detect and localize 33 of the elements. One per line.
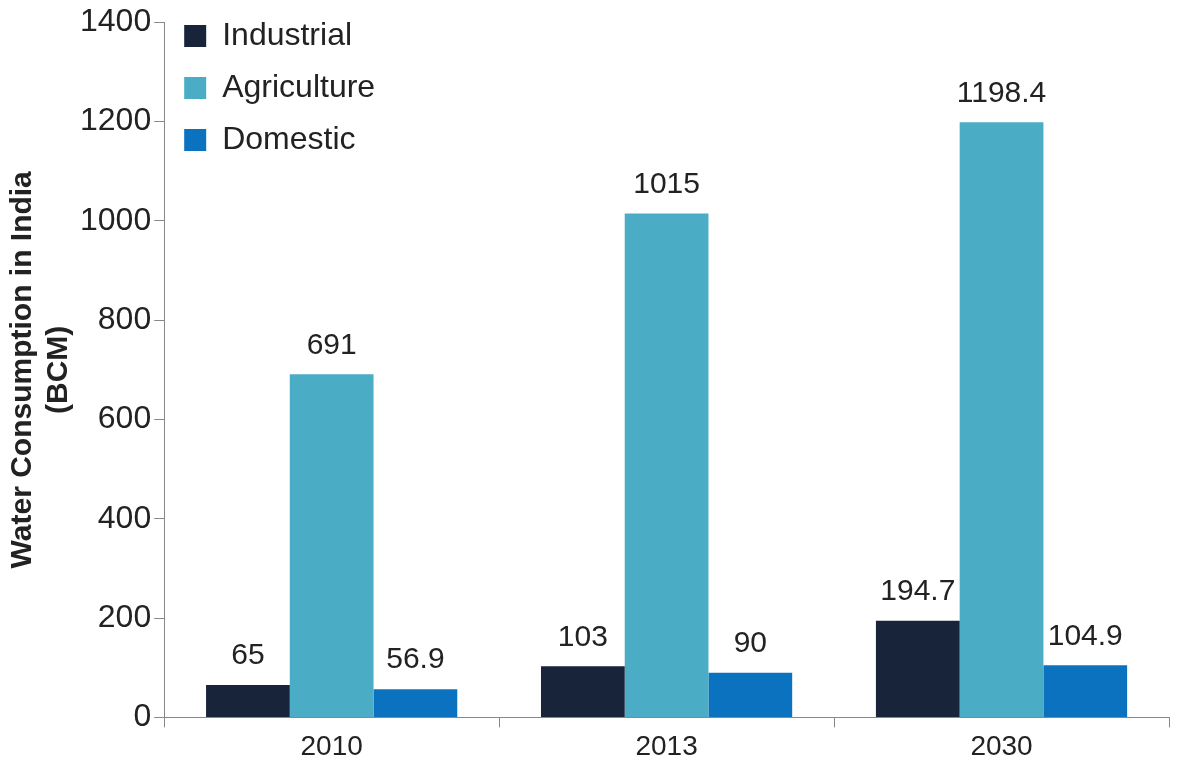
y-tick-label: 0 — [133, 697, 152, 734]
data-label: 194.7 — [880, 572, 956, 606]
data-label: 56.9 — [386, 641, 445, 675]
bar — [875, 620, 960, 717]
x-tick-label: 2030 — [970, 729, 1033, 761]
bar — [373, 689, 458, 717]
bar — [289, 374, 374, 717]
legend-label: Agriculture — [222, 67, 376, 104]
data-label: 103 — [557, 618, 608, 652]
bar — [1043, 665, 1128, 717]
legend-label: Domestic — [222, 119, 356, 156]
y-tick-label: 200 — [97, 597, 152, 634]
y-tick-label: 1400 — [80, 2, 152, 39]
data-label: 104.9 — [1047, 617, 1123, 651]
bar — [708, 672, 793, 717]
x-tick-label: 2010 — [300, 729, 363, 761]
y-axis-title: Water Consumption in India (BCM) — [4, 170, 74, 569]
data-label: 1198.4 — [956, 74, 1047, 108]
bar — [959, 122, 1044, 717]
data-label: 1015 — [633, 165, 700, 199]
data-label: 90 — [733, 624, 768, 658]
y-tick-label: 1000 — [80, 200, 152, 237]
legend-label: Industrial — [222, 15, 353, 52]
y-tick-label: 400 — [97, 498, 152, 535]
y-tick-label: 800 — [97, 299, 152, 336]
bar — [540, 666, 625, 717]
data-label: 65 — [231, 637, 265, 671]
data-label: 691 — [306, 326, 357, 360]
x-tick-label: 2013 — [635, 729, 698, 761]
y-tick-label: 600 — [97, 399, 152, 436]
bar — [206, 685, 290, 717]
y-tick-label: 1200 — [80, 101, 152, 138]
bar — [624, 213, 709, 717]
